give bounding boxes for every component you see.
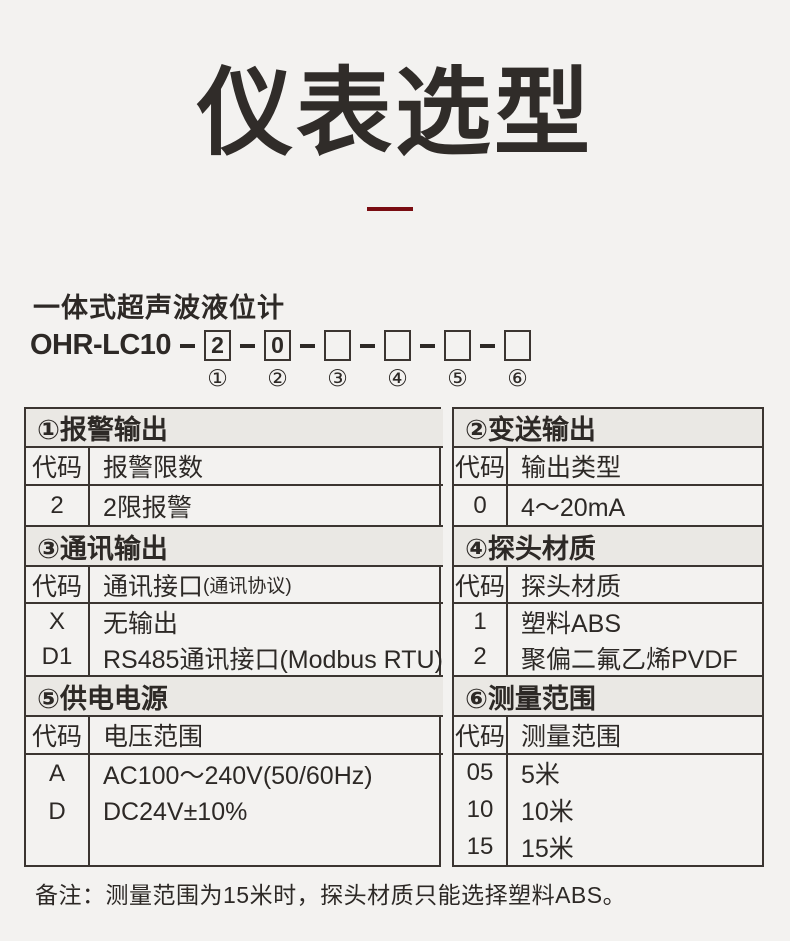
code-cell: 0	[454, 484, 508, 525]
desc-value: RS485通讯接口(Modbus RTU)	[103, 646, 443, 674]
model-dash	[240, 344, 256, 348]
desc-value: 无输出	[103, 610, 179, 638]
selection-table-right: ②变送输出 代码 输出类型 0 4～20mA ④探头材质 代码 探头材质 1 2…	[452, 407, 764, 867]
model-code-box: 0	[264, 330, 292, 361]
code-cell: 05 10 15	[454, 753, 508, 865]
desc-cell: 塑料ABS 聚偏二氟乙烯PVDF	[508, 602, 762, 675]
code-column-header: 代码	[454, 446, 508, 484]
model-slot-number: ①	[207, 365, 228, 391]
model-box-value: 0	[271, 332, 284, 358]
section-header-transmit-output: ②变送输出	[454, 409, 762, 446]
code-value: 2	[50, 491, 64, 519]
model-code-box	[444, 330, 472, 361]
desc-column-header: 输出类型	[508, 446, 762, 484]
code-value: 1	[473, 607, 487, 635]
section-header-comm-output: ③通讯输出	[26, 525, 443, 565]
model-slot-number: ④	[387, 365, 408, 391]
model-code-box	[384, 330, 412, 361]
code-value: 0	[473, 491, 487, 519]
code-value: 15	[466, 832, 494, 860]
section-header-alarm-output: ①报警输出	[26, 409, 443, 446]
desc-value: DC24V±10%	[103, 797, 248, 826]
section-header-measure-range: ⑥测量范围	[454, 675, 762, 715]
model-slot-1: 2 ①	[204, 330, 232, 391]
model-slot-6: ⑥	[504, 330, 532, 391]
code-value: X	[48, 607, 65, 635]
desc-value: 10米	[521, 797, 574, 826]
code-cell: 1 2	[454, 602, 508, 675]
product-name: 一体式超声波液位计	[33, 293, 285, 323]
desc-cell: 5米 10米 15米	[508, 753, 762, 865]
model-slot-5: ⑤	[444, 330, 472, 391]
code-cell: A D	[26, 753, 90, 865]
code-column-header: 代码	[454, 565, 508, 602]
model-box-value: 2	[211, 332, 224, 358]
desc-cell: AC100～240V(50/60Hz) DC24V±10%	[90, 753, 443, 865]
model-slot-number: ②	[267, 365, 288, 391]
model-dash	[480, 344, 496, 348]
model-prefix: OHR-LC10	[30, 329, 172, 361]
code-value: A	[48, 760, 65, 787]
code-value: 2	[473, 643, 487, 671]
note-text: 备注：测量范围为15米时，探头材质只能选择塑料ABS。	[35, 882, 627, 908]
section-header-probe-material: ④探头材质	[454, 525, 762, 565]
desc-column-header: 电压范围	[90, 715, 443, 753]
desc-column-header: 测量范围	[508, 715, 762, 753]
model-slot-number: ⑤	[447, 365, 468, 391]
desc-value: 4～20mA	[521, 493, 626, 522]
code-cell: 2	[26, 484, 90, 525]
desc-value: 聚偏二氟乙烯PVDF	[521, 646, 738, 674]
desc-column-header: 报警限数	[90, 446, 443, 484]
model-dash	[360, 344, 376, 348]
page-title: 仪表选型	[197, 60, 593, 167]
model-dash	[420, 344, 436, 348]
desc-column-header: 通讯接口 (通讯协议)	[90, 565, 443, 602]
model-slot-3: ③	[324, 330, 352, 391]
selection-tables: ①报警输出 代码 报警限数 2 2限报警 ③通讯输出 代码 通讯接口 (通讯协议)…	[24, 407, 764, 867]
desc-header-note: (通讯协议)	[203, 576, 292, 597]
section-header-power-supply: ⑤供电电源	[26, 675, 443, 715]
desc-column-header: 探头材质	[508, 565, 762, 602]
desc-value: AC100～240V(50/60Hz)	[103, 762, 373, 790]
code-value: D	[48, 798, 66, 825]
code-column-header: 代码	[26, 715, 90, 753]
desc-value: 5米	[521, 761, 560, 790]
code-cell: X D1	[26, 602, 90, 675]
model-dash	[180, 344, 196, 348]
title-underline	[367, 207, 413, 211]
code-column-header: 代码	[454, 715, 508, 753]
code-column-header: 代码	[26, 446, 90, 484]
model-code-box	[504, 330, 532, 361]
model-dash	[300, 344, 316, 348]
model-slot-4: ④	[384, 330, 412, 391]
model-slot-number: ⑥	[507, 365, 528, 391]
model-code-box	[324, 330, 352, 361]
desc-cell: 无输出 RS485通讯接口(Modbus RTU)	[90, 602, 443, 675]
desc-value: 塑料ABS	[521, 610, 622, 638]
model-slot-2: 0 ②	[264, 330, 292, 391]
model-slot-number: ③	[327, 365, 348, 391]
code-value: 05	[466, 759, 494, 787]
code-value: D1	[41, 643, 73, 671]
model-code-box: 2	[204, 330, 232, 361]
model-code: OHR-LC10 2 ① 0 ② ③ ④ ⑤ ⑥	[30, 329, 532, 391]
desc-cell: 2限报警	[90, 484, 443, 525]
desc-value: 15米	[521, 834, 574, 863]
desc-value: 2限报警	[103, 493, 192, 522]
selection-table-left: ①报警输出 代码 报警限数 2 2限报警 ③通讯输出 代码 通讯接口 (通讯协议)…	[24, 407, 443, 867]
desc-cell: 4～20mA	[508, 484, 762, 525]
code-column-header: 代码	[26, 565, 90, 602]
code-value: 10	[466, 795, 494, 823]
